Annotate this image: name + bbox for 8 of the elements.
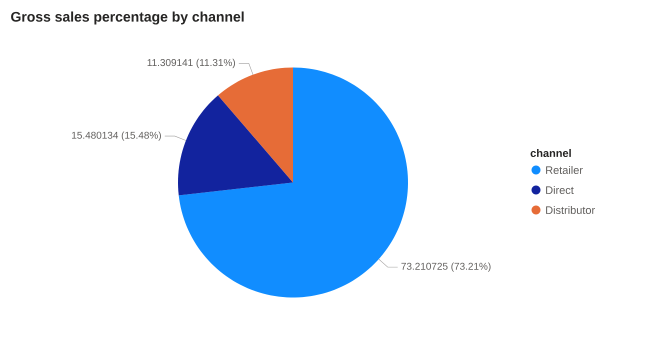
data-label: 11.309141 (11.31%): [148, 58, 235, 68]
legend-label: Retailer: [546, 166, 583, 174]
chart-title: Gross sales percentage by channel: [11, 11, 244, 25]
legend-label: Direct: [546, 186, 574, 194]
data-label: 15.480134 (15.48%): [72, 131, 161, 141]
legend-title: channel: [530, 148, 571, 158]
data-label: 73.210725 (73.21%): [401, 262, 491, 272]
legend-label: Distributor: [546, 206, 595, 214]
